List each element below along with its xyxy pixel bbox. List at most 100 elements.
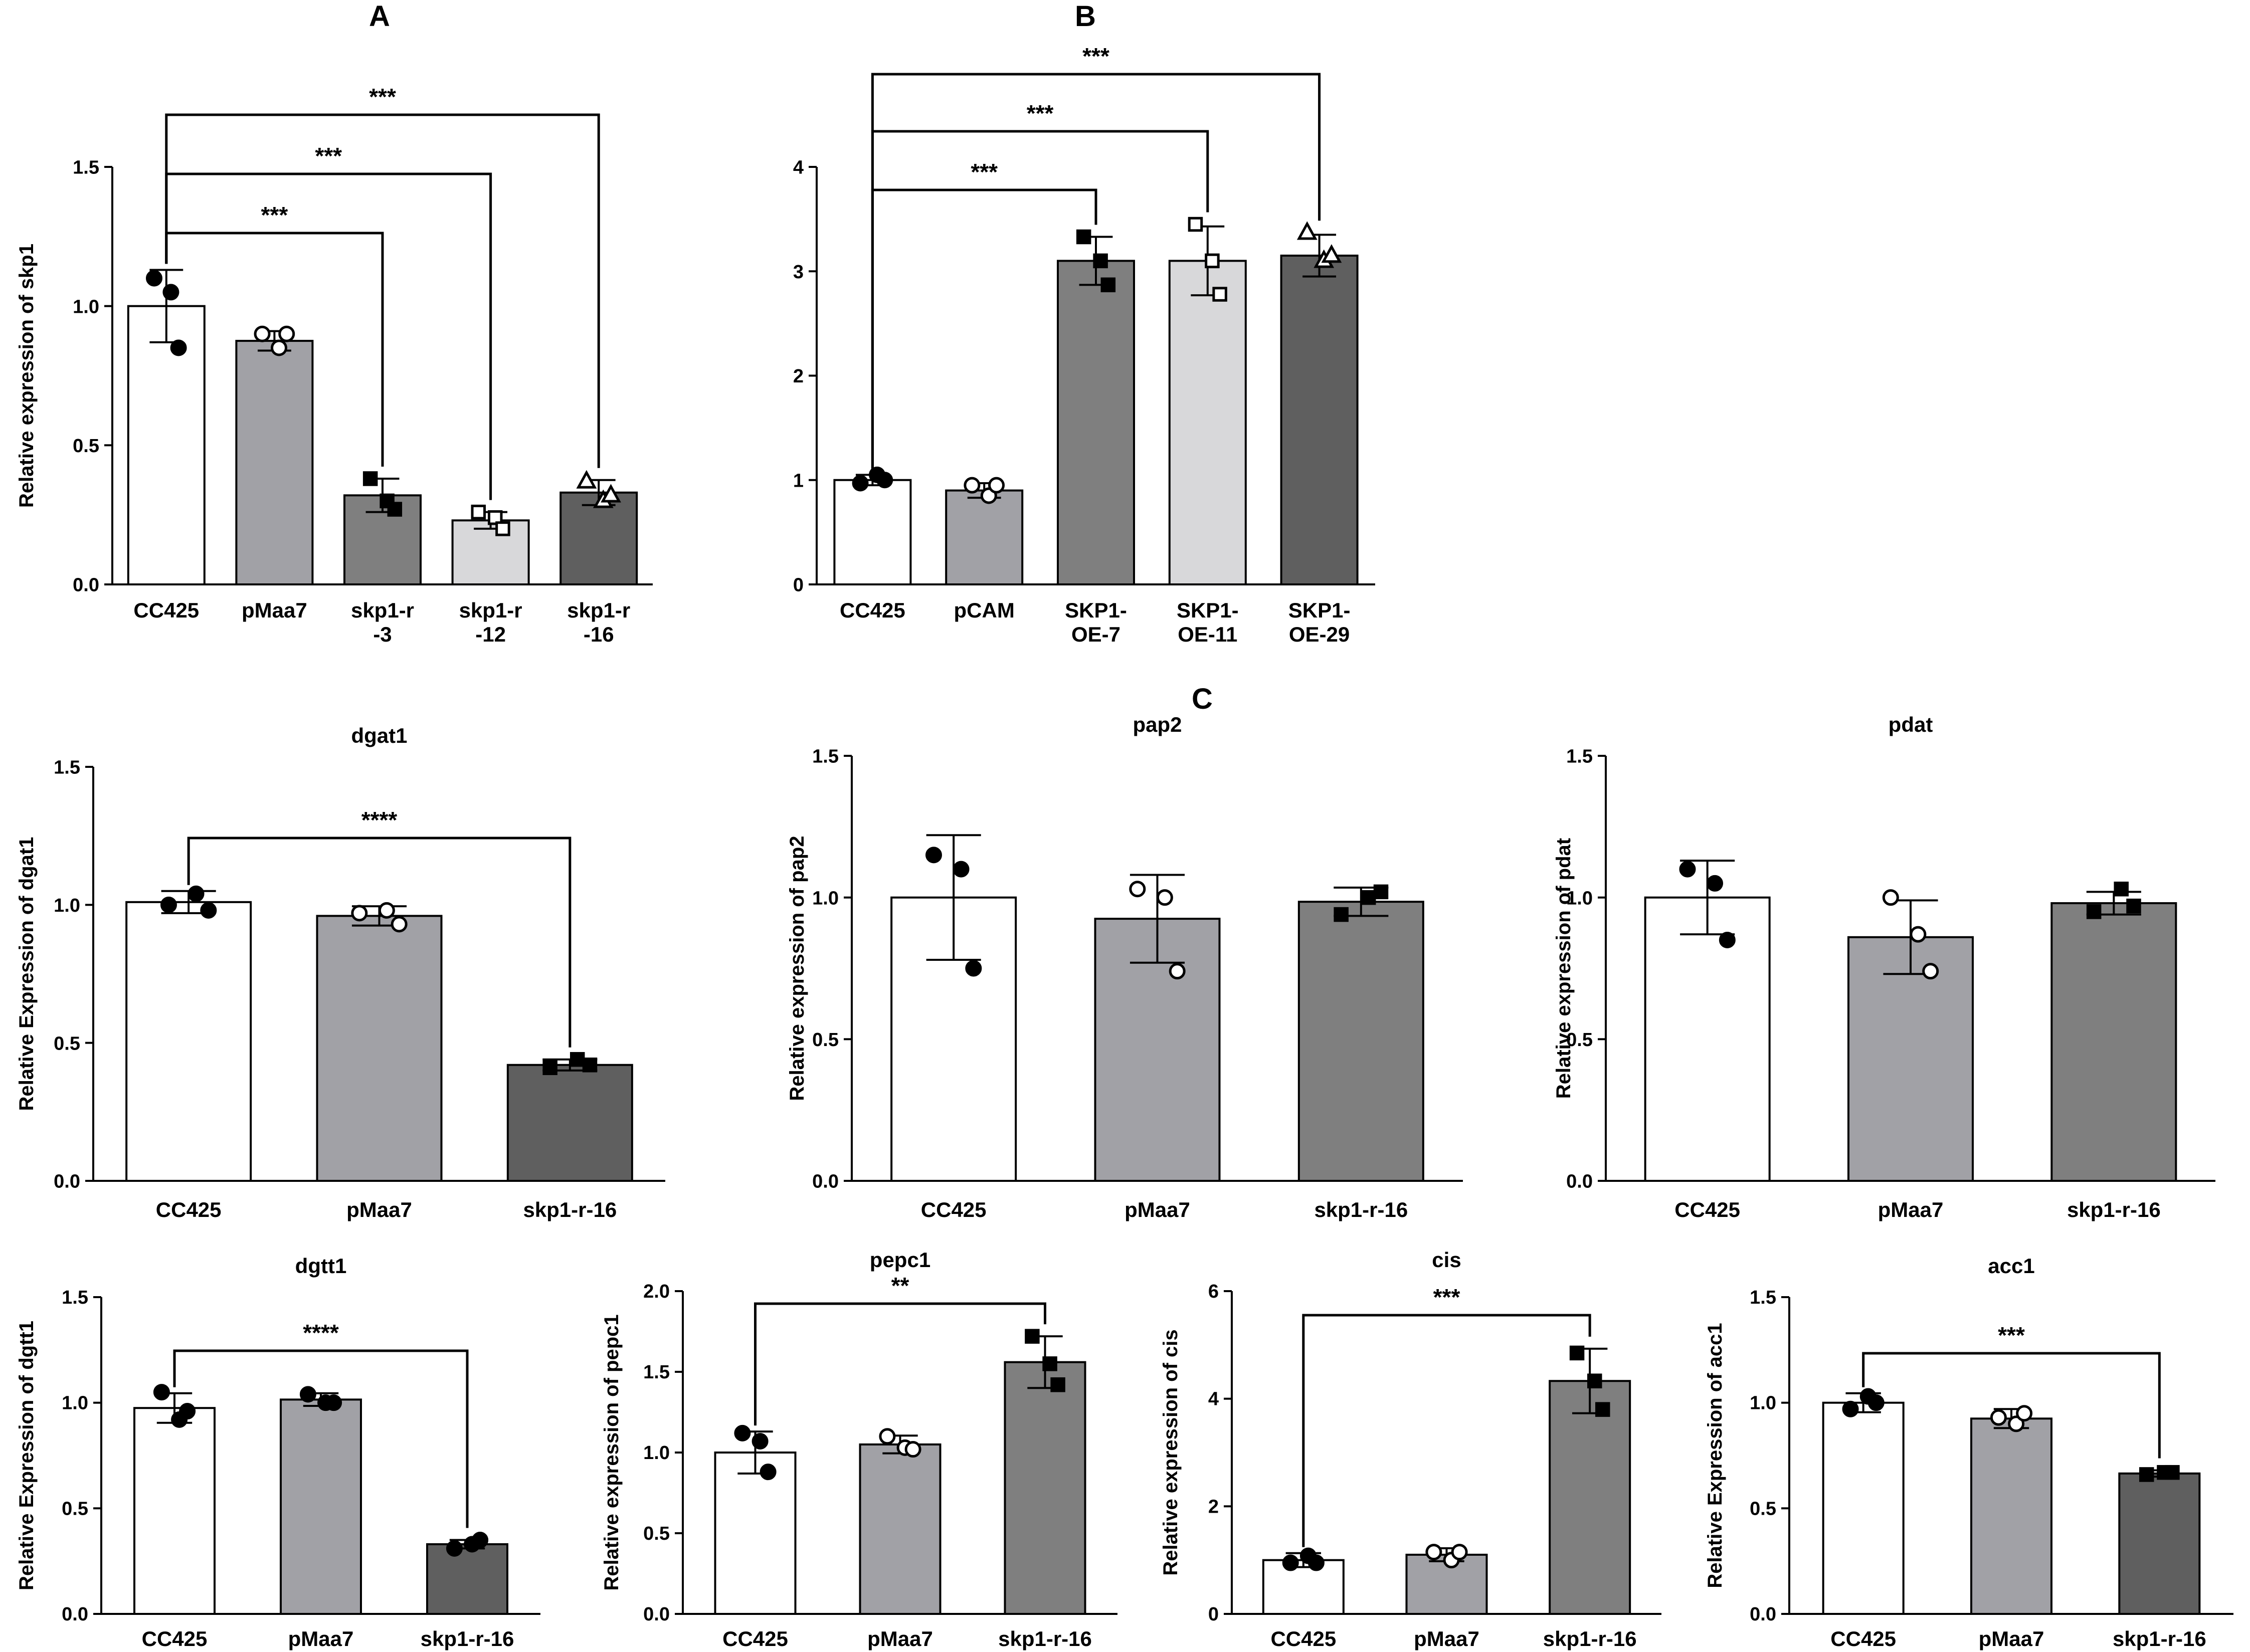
bar [1297,901,1424,1182]
significance-label: **** [361,807,398,833]
x-tick-label: CC425 [722,1627,788,1650]
significance-bracket [871,73,1321,469]
data-point [1050,1377,1065,1392]
y-tick-label: 1.5 [54,757,80,778]
x-tick-label: skp1-r-16 [421,1627,514,1650]
data-point [1129,881,1146,898]
data-point [879,1428,896,1445]
data-point [1373,884,1389,900]
x-tick-label: -3 [373,623,392,646]
data-point [570,1052,585,1067]
data-point [904,1441,921,1458]
chart-7: 0 2 4 6 Relative expression of cis cis CC425 pM… [1160,1248,1661,1650]
bar [945,489,1024,586]
bar [506,1064,633,1182]
data-point [1212,287,1227,302]
y-axis-label: Relative expression of cis [1160,1329,1182,1575]
chart-title: acc1 [1988,1254,2034,1278]
data-point [378,902,395,919]
bar [2050,902,2177,1182]
data-point [391,916,408,933]
bar [451,519,530,585]
data-point [1205,253,1220,269]
data-point [2126,898,2141,914]
y-tick-label: 1.0 [62,1393,88,1414]
y-tick-label: 1.0 [73,296,99,317]
significance-bracket [754,1302,1046,1426]
data-point [387,502,403,517]
y-tick-label: 0.0 [73,575,99,596]
y-tick-label: 1.0 [1750,1393,1776,1414]
data-point [1719,931,1736,948]
y-tick-label: 6 [1208,1281,1219,1302]
data-point [188,885,205,902]
significance-label: ** [891,1273,909,1299]
bar [1262,1559,1345,1615]
data-point [1042,1356,1057,1371]
bar [1644,896,1771,1182]
data-point [1990,1409,2007,1426]
data-point [542,1060,557,1075]
y-tick-label: 4 [1208,1389,1219,1410]
y-axis-label: Relative expression of pdat [1553,838,1575,1099]
x-tick-label: pMaa7 [1414,1627,1479,1650]
bar [1168,260,1247,585]
x-tick-label: SKP1- [1288,598,1351,622]
data-point [988,477,1005,494]
x-tick-label: pMaa7 [1979,1627,2044,1650]
y-tick-label: 0.5 [1750,1498,1776,1519]
y-tick-label: 1 [793,470,804,491]
bar [2118,1472,2201,1615]
bar [125,901,252,1182]
x-tick-label: CC425 [921,1198,987,1221]
bar [859,1443,942,1615]
bar [1970,1417,2052,1615]
panel-label-a: A [369,0,390,33]
x-tick-label: pMaa7 [288,1627,354,1650]
data-point [576,470,597,489]
y-tick-label: 0.5 [73,436,99,457]
x-tick-label: pMaa7 [242,598,307,622]
y-tick-label: 0.5 [1566,1029,1593,1051]
x-tick-label: CC425 [840,598,905,622]
x-tick-label: skp1-r-16 [1314,1198,1408,1221]
y-tick-label: 1.5 [1750,1287,1776,1308]
significance-label: *** [261,202,288,228]
y-tick-label: 0 [793,575,804,596]
y-tick-label: 0.5 [812,1029,839,1051]
data-point [299,1386,316,1403]
chart-3: 0.0 0.5 1.0 1.5 Relative expression of pap2 p… [786,713,1463,1221]
significance-label: *** [971,159,998,185]
x-tick-label: skp1-r-16 [998,1627,1092,1650]
data-point [162,284,179,301]
x-tick-label: CC425 [133,598,199,622]
x-tick-label: OE-29 [1289,623,1350,646]
y-tick-label: 1.5 [643,1362,670,1383]
data-point [145,270,162,287]
y-tick-label: 2.0 [643,1281,670,1302]
x-tick-label: CC425 [1830,1627,1896,1650]
data-point [254,325,271,342]
data-point [2139,1467,2154,1482]
x-tick-label: CC425 [1674,1198,1740,1221]
y-tick-label: 0.0 [643,1604,670,1625]
data-point [852,475,869,492]
chart-title: dgat1 [351,724,407,747]
y-axis-label: Relative Expression of dgat1 [16,837,38,1111]
significance-bracket [1302,1314,1591,1547]
bar [426,1543,508,1615]
x-tick-label: pMaa7 [867,1627,933,1650]
significance-label: *** [369,84,396,110]
y-tick-label: 1.5 [62,1287,88,1308]
data-point [1425,1544,1442,1561]
x-tick-label: pMaa7 [1124,1198,1190,1221]
significance-bracket [165,172,492,500]
data-point [1707,875,1724,892]
data-point [582,1057,598,1073]
data-point [1025,1329,1040,1344]
data-point [362,471,378,486]
data-point [1595,1402,1610,1417]
chart-title: pap2 [1133,713,1182,736]
chart-6: 0.0 0.5 1.0 1.5 2.0 Relative expression of pe… [601,1248,1117,1650]
data-point [953,861,970,878]
